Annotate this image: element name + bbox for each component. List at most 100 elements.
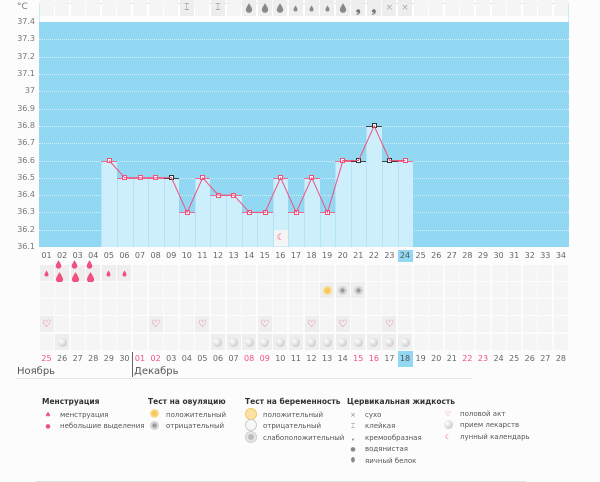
empty-cell [86, 316, 101, 332]
empty-cell [288, 265, 303, 281]
calendar-date: 02 [150, 354, 161, 363]
empty-cell [460, 265, 475, 281]
cycle-day-label: 06 [119, 251, 130, 260]
empty-cell [70, 282, 85, 298]
empty-cell [475, 299, 490, 315]
empty-cell [444, 316, 459, 332]
gridline [39, 143, 569, 145]
empty-cell [491, 334, 506, 350]
empty-cell [444, 282, 459, 298]
legend-label: лунный календарь [460, 432, 530, 441]
temperature-bar [179, 212, 195, 247]
empty-cell [522, 265, 537, 281]
cervical-creamy-icon: ❟ [366, 0, 381, 16]
cervical-dry-icon: × [398, 0, 413, 16]
y-tick-label: 37.4 [17, 17, 35, 27]
empty-cell [39, 334, 54, 350]
cervical-watery-icon [288, 0, 303, 16]
sex-mark-icon: ♡ [382, 316, 397, 332]
cervical-sticky-icon: ⌶ [210, 0, 225, 16]
empty-cell [413, 316, 428, 332]
empty-cell [226, 282, 241, 298]
legend-label: небольшие выделения [60, 422, 145, 431]
y-tick-label: 36.1 [17, 242, 35, 251]
cycle-day-label: 10 [181, 251, 192, 260]
heart-icon: ♡ [444, 409, 452, 418]
legend-title: Цервикальная жидкость [347, 397, 456, 406]
temperature-point [106, 158, 112, 163]
cycle-day-label: 32 [524, 251, 535, 260]
temperature-bar [366, 125, 382, 247]
gridline [39, 108, 569, 110]
empty-cell [460, 316, 475, 332]
temperature-bar [241, 212, 258, 247]
pill-mark-icon [382, 334, 397, 350]
cycle-day-label: 08 [150, 251, 161, 260]
gridline [39, 160, 569, 162]
empty-cell [273, 299, 288, 315]
empty-cell [538, 282, 553, 298]
legend-label: клейкая [365, 422, 396, 431]
empty-cell [429, 265, 444, 281]
calendar-date: 11 [290, 354, 301, 363]
empty-cell [257, 282, 272, 298]
pill-mark-icon [351, 334, 366, 350]
empty-cell [413, 282, 428, 298]
empty-cell [148, 265, 163, 281]
pill-mark-icon [257, 334, 272, 350]
empty-cell [522, 282, 537, 298]
cervical-egg-icon [242, 0, 257, 16]
pill-mark-icon [366, 334, 381, 350]
cervical-egg-icon [335, 0, 350, 16]
empty-cell [39, 282, 54, 298]
cycle-day-label: 25 [415, 251, 426, 260]
empty-cell [164, 282, 179, 298]
calendar-date: 16 [368, 354, 379, 363]
empty-cell [226, 299, 241, 315]
empty-cell [335, 299, 350, 315]
empty-cell [273, 282, 288, 298]
ovulation-negative-icon [148, 420, 160, 432]
cycle-day-label: 21 [353, 251, 364, 260]
empty-cell [101, 299, 116, 315]
empty-cell [164, 316, 179, 332]
temperature-bar [272, 177, 289, 247]
cycle-day-label: 19 [321, 251, 333, 260]
y-tick-label: 37 [24, 86, 35, 96]
empty-cell [398, 282, 413, 298]
month-separator [132, 352, 133, 377]
empty-cell [366, 316, 381, 332]
cycle-day-label: 27 [446, 251, 457, 260]
cycle-day-label: 02 [56, 251, 68, 260]
calendar-date: 07 [228, 354, 239, 363]
empty-cell [320, 299, 335, 315]
empty-cell [538, 0, 553, 16]
calendar-date: 09 [259, 354, 270, 363]
empty-cell [553, 282, 568, 298]
cervical-egg-icon [273, 0, 288, 16]
legend-label: положительный [166, 410, 227, 419]
menstruation-big-icon [86, 260, 101, 283]
empty-cell [70, 299, 85, 315]
empty-cell [164, 299, 179, 315]
legend-cervical: Цервикальная жидкость × сухо ⌶ клейкая ❟ кр… [347, 397, 455, 467]
empty-cell [382, 265, 397, 281]
empty-cell [475, 282, 490, 298]
empty-cell [304, 299, 319, 315]
month-december: Декабрь [134, 366, 179, 377]
empty-cell [507, 0, 522, 16]
empty-cell [86, 282, 101, 298]
legend-other: ♡ половой акт прием лекарств ☾ лунный кале… [442, 408, 530, 443]
cycle-day-label: 12 [212, 251, 224, 260]
calendar-date: 17 [384, 354, 395, 363]
empty-cell [491, 0, 506, 16]
empty-cell [148, 334, 163, 350]
cycle-day-label: 17 [290, 251, 301, 260]
y-axis-unit: °C [17, 2, 28, 12]
empty-cell [273, 316, 288, 332]
gridline [39, 91, 569, 93]
menstruation-big-icon [55, 260, 70, 283]
cervical-watery-icon [320, 0, 335, 16]
sticky-icon: ⌶ [350, 421, 356, 430]
pill-mark-icon [242, 334, 257, 350]
